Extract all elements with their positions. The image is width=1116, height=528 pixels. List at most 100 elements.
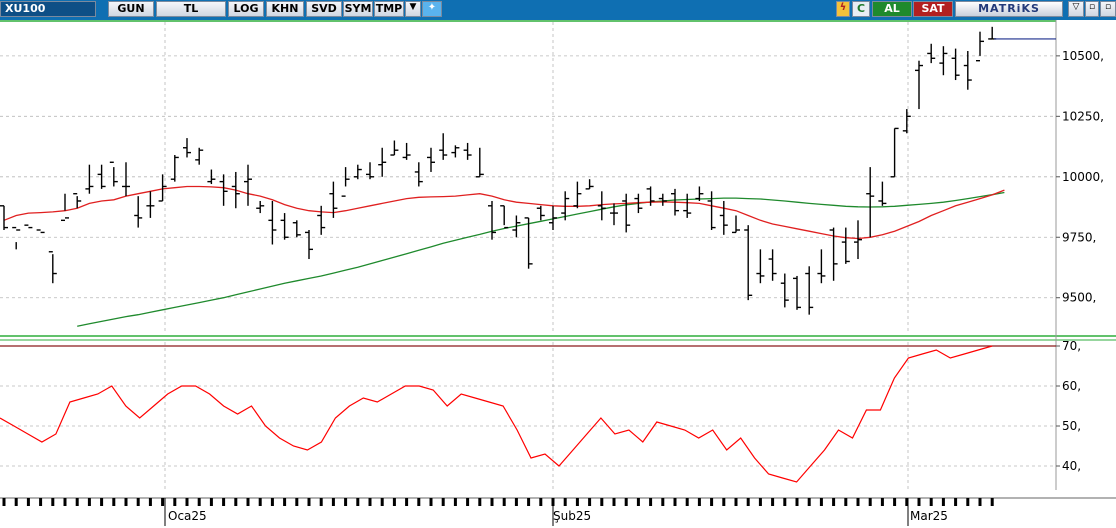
x-axis-tick xyxy=(502,498,506,506)
ohlc-bar xyxy=(341,167,350,197)
matriks-brand: MATRiKS xyxy=(955,1,1063,17)
x-axis-tick xyxy=(905,498,909,506)
ohlc-bar xyxy=(658,193,667,206)
ohlc-bar xyxy=(719,200,728,235)
x-axis-tick xyxy=(429,498,433,506)
buy-button[interactable]: AL xyxy=(872,1,912,17)
x-axis-tick xyxy=(197,498,201,506)
x-axis-tick xyxy=(722,498,726,506)
x-axis-tick xyxy=(258,498,262,506)
x-axis-tick xyxy=(161,498,165,506)
minimize-icon[interactable]: ▫ xyxy=(1085,1,1099,17)
x-axis-tick xyxy=(283,498,287,506)
ohlc-bar xyxy=(683,193,692,218)
ohlc-bar xyxy=(610,203,618,226)
ohlc-bar xyxy=(24,224,33,229)
x-axis-tick xyxy=(380,498,384,506)
sym-button[interactable]: SYM xyxy=(343,1,373,17)
ohlc-bar xyxy=(854,220,862,260)
ohlc-bar xyxy=(951,48,960,81)
rsi-y-tick-label: 40, xyxy=(1062,459,1081,473)
x-axis-tick xyxy=(344,498,348,506)
c-button[interactable]: C xyxy=(852,1,870,17)
x-axis-tick xyxy=(954,498,958,506)
ohlc-bar xyxy=(695,186,704,201)
x-axis-tick xyxy=(295,498,299,506)
x-label-sub25: Şub25 xyxy=(553,509,591,523)
twitter-icon[interactable]: ✦ xyxy=(422,1,442,17)
collapse-icon[interactable]: ▽ xyxy=(1068,1,1084,17)
x-axis-tick xyxy=(966,498,970,506)
dropdown-arrow-icon[interactable]: ▼ xyxy=(405,1,421,17)
x-axis-tick xyxy=(758,498,762,506)
x-axis-tick xyxy=(734,498,738,506)
chart-toolbar: XU100 GUN TL LOG KHN SVD SYM TMP ▼ ✦ ϟ C… xyxy=(0,0,1116,20)
ohlc-bar xyxy=(878,181,887,206)
x-axis-tick xyxy=(173,498,177,506)
ohlc-bar xyxy=(866,167,875,238)
x-axis-tick xyxy=(795,498,799,506)
x-axis-tick xyxy=(75,498,79,506)
restore-icon[interactable]: ▫ xyxy=(1100,1,1116,17)
x-axis-tick xyxy=(356,498,360,506)
ohlc-bar xyxy=(183,138,191,158)
ohlc-bar xyxy=(146,191,155,218)
x-axis-tick xyxy=(100,498,104,506)
x-axis-tick xyxy=(246,498,250,506)
lightning-icon[interactable]: ϟ xyxy=(836,1,850,17)
rsi-line xyxy=(0,345,993,483)
x-axis-tick xyxy=(844,498,848,506)
price-y-tick-label: 9750, xyxy=(1062,230,1096,244)
khn-button[interactable]: KHN xyxy=(266,1,304,17)
ohlc-bar xyxy=(780,273,789,308)
ohlc-bar xyxy=(305,230,313,260)
ohlc-bar xyxy=(366,162,374,180)
x-axis-tick xyxy=(26,498,30,506)
ohlc-bar xyxy=(378,147,387,177)
ohlc-bar xyxy=(671,188,679,216)
x-axis-tick xyxy=(319,498,323,506)
ohlc-bar xyxy=(744,225,753,301)
x-axis-tick xyxy=(575,498,579,506)
ohlc-bar xyxy=(61,193,69,222)
x-axis-tick xyxy=(392,498,396,506)
ohlc-bar xyxy=(256,200,265,214)
ohlc-bar xyxy=(85,164,94,194)
chart-area: 9500, 9750, 10000, 10250, 10500, 40, 50, 60, 70… xyxy=(0,20,1116,526)
ohlc-bar xyxy=(0,205,8,230)
ohlc-bar xyxy=(402,142,411,160)
ohlc-bar xyxy=(353,164,362,180)
x-axis-tick xyxy=(514,498,518,506)
x-axis-tick xyxy=(39,498,43,506)
x-axis-tick xyxy=(624,498,628,506)
x-axis-tick xyxy=(453,498,457,506)
log-button[interactable]: LOG xyxy=(228,1,264,17)
x-label-oca25: Oca25 xyxy=(168,509,207,523)
x-axis-tick xyxy=(124,498,128,506)
x-axis-tick xyxy=(856,498,860,506)
ohlc-bar xyxy=(500,205,509,229)
x-axis-tick xyxy=(270,498,274,506)
tmp-button[interactable]: TMP xyxy=(374,1,404,17)
x-axis-tick xyxy=(63,498,67,506)
x-axis-tick xyxy=(539,498,543,506)
period-button[interactable]: GUN xyxy=(108,1,154,17)
x-axis-tick xyxy=(612,498,616,506)
sell-button[interactable]: SAT xyxy=(913,1,953,17)
x-axis-tick xyxy=(783,498,787,506)
ohlc-bar xyxy=(48,251,57,284)
x-axis-tick xyxy=(588,498,592,506)
x-axis-tick xyxy=(185,498,189,506)
ohlc-bar xyxy=(427,147,435,172)
x-axis-tick xyxy=(880,498,884,506)
symbol-selector[interactable]: XU100 xyxy=(0,1,96,17)
currency-button[interactable]: TL xyxy=(156,1,226,17)
svd-button[interactable]: SVD xyxy=(306,1,342,17)
price-y-tick-label: 10500, xyxy=(1062,49,1104,63)
ohlc-bar xyxy=(707,191,716,230)
x-axis-tick xyxy=(636,498,640,506)
price-y-tick-label: 10250, xyxy=(1062,109,1104,123)
x-axis-tick xyxy=(148,498,152,506)
ohlc-bar xyxy=(512,215,521,238)
ohlc-bar xyxy=(915,60,923,110)
